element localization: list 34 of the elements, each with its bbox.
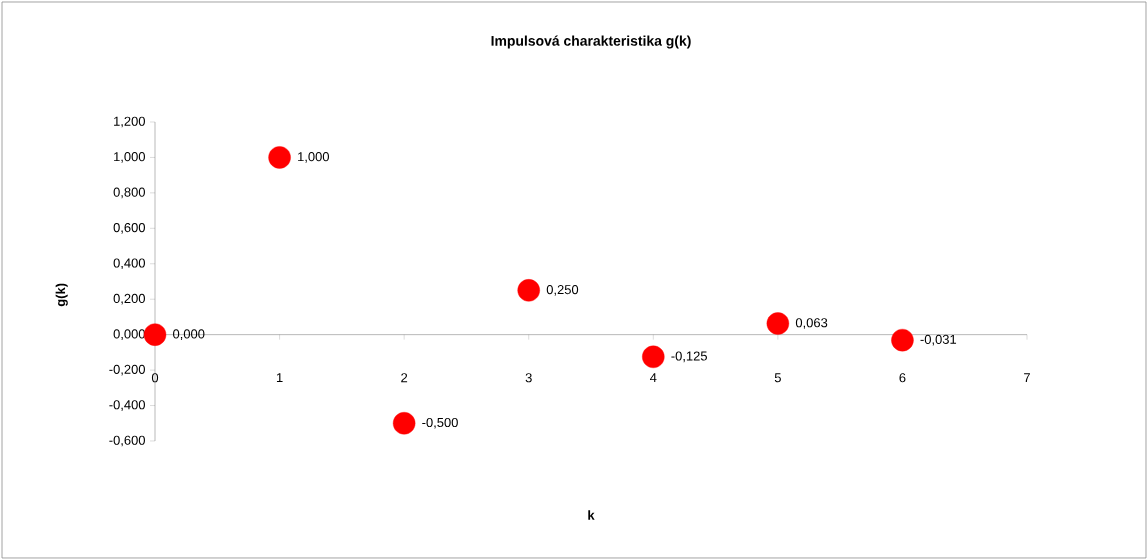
point bbox=[891, 328, 914, 352]
y-axis-title: g(k) bbox=[55, 283, 68, 307]
data-label: -0,500 bbox=[422, 417, 458, 429]
data-label: -0,031 bbox=[920, 334, 957, 346]
point bbox=[517, 279, 540, 302]
x-tick-label: 0 bbox=[151, 373, 159, 383]
x-tick-label: 3 bbox=[525, 373, 532, 383]
x-tick-label: 5 bbox=[774, 373, 781, 383]
point bbox=[268, 146, 291, 169]
x-tick-label: 2 bbox=[401, 373, 408, 383]
chart-title: Impulsová charakteristika g(k) bbox=[491, 35, 691, 49]
point bbox=[766, 312, 790, 335]
y-tick-label: 0,600 bbox=[113, 222, 145, 234]
x-tick-label: 1 bbox=[276, 373, 283, 383]
data-label: 0,250 bbox=[546, 284, 579, 296]
y-tick-label: 0,400 bbox=[113, 258, 145, 270]
point bbox=[642, 345, 665, 368]
data-label: 0,063 bbox=[795, 318, 828, 329]
x-tick-label: 6 bbox=[899, 373, 906, 383]
data-label: -0,125 bbox=[671, 351, 707, 363]
y-tick-label: -0,400 bbox=[109, 400, 145, 411]
x-tick-label: 7 bbox=[1024, 373, 1030, 383]
y-tick-label: 0,800 bbox=[113, 187, 145, 199]
y-tick-label: -0,200 bbox=[109, 364, 145, 376]
x-tick-label: 4 bbox=[649, 373, 657, 383]
y-tick-label: 1,000 bbox=[114, 152, 145, 163]
point bbox=[143, 323, 167, 346]
data-label: 1,000 bbox=[298, 152, 329, 163]
y-tick-label: 0,200 bbox=[113, 293, 145, 305]
x-axis-title: k bbox=[588, 510, 595, 520]
y-tick-label: -0,600 bbox=[109, 435, 145, 447]
point bbox=[392, 412, 416, 435]
data-label: 0,000 bbox=[173, 329, 205, 340]
y-tick-label: 1,200 bbox=[114, 116, 145, 128]
